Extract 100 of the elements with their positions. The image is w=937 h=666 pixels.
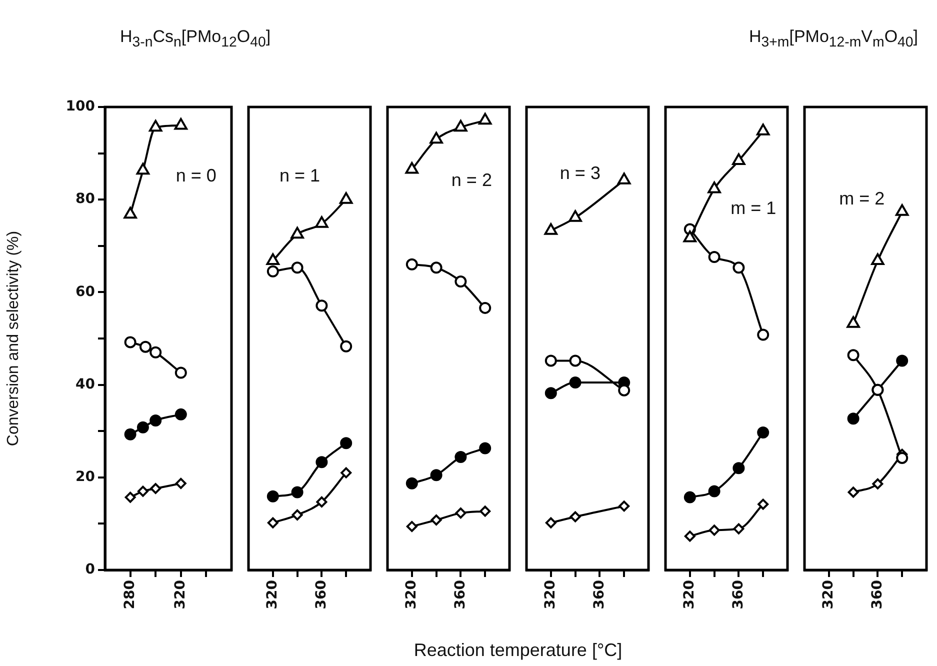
point <box>292 509 303 520</box>
point <box>568 210 582 222</box>
point <box>480 506 491 517</box>
point <box>455 508 466 519</box>
point <box>872 478 884 490</box>
point <box>430 132 443 144</box>
point <box>291 262 304 274</box>
point <box>454 120 468 132</box>
point <box>544 387 557 400</box>
point <box>618 500 630 512</box>
x-tick-label: 320 <box>264 580 281 610</box>
point <box>896 354 908 367</box>
point <box>148 120 162 132</box>
annotation: m = 2 <box>839 188 885 209</box>
point <box>175 478 186 489</box>
y-tick-label: 40 <box>76 376 96 392</box>
point <box>454 276 467 288</box>
point <box>684 530 696 542</box>
point <box>340 437 352 450</box>
x-tick-label: 320 <box>404 580 420 610</box>
point <box>430 514 442 526</box>
point <box>683 230 697 242</box>
chart-title: H$_{3-n}$Cs$_{n}$[PMo$_{12}$O$_{40}$] <box>120 27 271 50</box>
point <box>316 456 328 468</box>
annotation: n = 2 <box>451 170 492 190</box>
point <box>406 520 418 532</box>
point <box>871 253 884 265</box>
point <box>124 206 137 219</box>
point <box>733 523 744 534</box>
point <box>136 162 150 175</box>
chart-title: H$_{3+m}$[PMo$_{12-m}$V$_{m}$O$_{40}$] <box>749 27 918 50</box>
y-tick-label: 0 <box>85 562 96 578</box>
point <box>570 511 581 522</box>
annotation: n = 1 <box>279 165 320 186</box>
point <box>847 349 860 362</box>
point <box>544 354 557 367</box>
annotation: n = 3 <box>560 163 600 184</box>
x-tick-label: 320 <box>820 580 837 610</box>
point <box>430 469 442 482</box>
point <box>315 216 328 228</box>
point <box>617 172 631 184</box>
x-tick-label: 360 <box>730 580 746 610</box>
point <box>406 258 418 270</box>
y-tick-label: 20 <box>76 469 96 486</box>
point <box>316 496 328 508</box>
point <box>756 124 770 136</box>
point <box>406 477 418 490</box>
x-tick-label: 360 <box>452 580 468 610</box>
point <box>479 302 492 314</box>
point <box>124 336 136 348</box>
y-axis-title: Conversion and selectivity (%) <box>5 230 22 446</box>
point <box>136 421 149 434</box>
point <box>846 316 860 328</box>
point <box>896 452 908 464</box>
point <box>266 253 280 265</box>
point <box>266 490 279 502</box>
y-tick-label: 100 <box>66 98 96 115</box>
point <box>757 328 770 341</box>
point <box>405 162 419 174</box>
point <box>895 204 909 216</box>
point <box>757 426 770 438</box>
point <box>340 467 352 478</box>
point <box>569 354 582 367</box>
point <box>478 112 492 125</box>
point <box>545 517 556 528</box>
point <box>544 223 558 235</box>
point <box>124 492 136 503</box>
point <box>124 428 136 440</box>
x-tick-label: 360 <box>591 580 608 610</box>
point <box>174 366 187 379</box>
point <box>708 485 720 498</box>
y-tick-label: 60 <box>76 284 96 300</box>
x-tick-label: 360 <box>313 580 330 610</box>
x-tick-label: 360 <box>869 580 886 610</box>
x-tick-label: 320 <box>542 580 559 610</box>
point <box>708 181 721 194</box>
point <box>137 486 148 497</box>
annotation: n = 0 <box>176 165 216 186</box>
point <box>848 486 859 498</box>
point <box>316 300 328 312</box>
point <box>732 153 746 165</box>
point <box>732 262 745 274</box>
point <box>430 262 442 274</box>
point <box>758 498 769 510</box>
annotation: m = 1 <box>730 198 776 218</box>
y-tick-label: 80 <box>76 191 96 208</box>
point <box>454 451 467 464</box>
point <box>708 524 720 536</box>
point <box>732 462 745 474</box>
point <box>569 376 582 388</box>
x-tick-label: 320 <box>172 580 189 610</box>
point <box>339 192 353 204</box>
point <box>267 517 278 528</box>
point <box>139 340 152 353</box>
point <box>266 265 279 278</box>
point <box>340 340 352 352</box>
x-tick-label: 320 <box>682 580 698 610</box>
point <box>291 486 304 498</box>
point <box>684 491 696 504</box>
point <box>290 226 304 239</box>
